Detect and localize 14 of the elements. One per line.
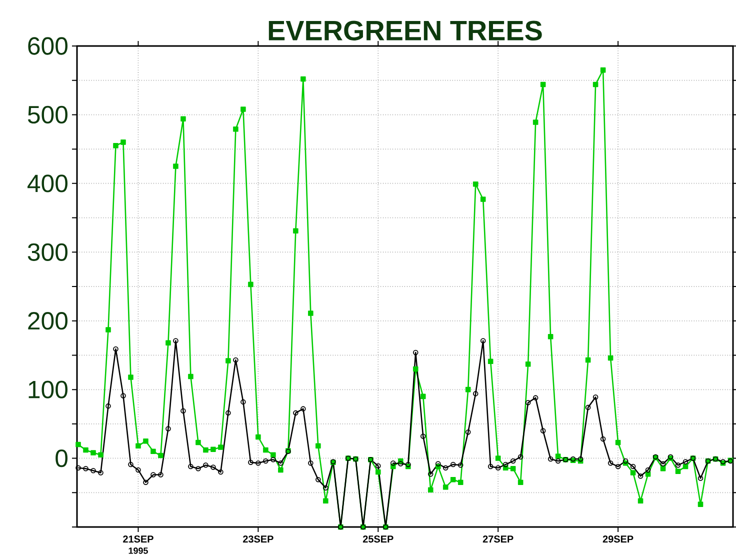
- x-tick-label: 25SEP: [362, 536, 394, 543]
- x-tick-label: 29SEP: [602, 536, 634, 543]
- x-tick-label: 23SEP: [243, 536, 274, 543]
- y-tick-label: 500: [28, 106, 68, 124]
- y-tick-label: 600: [28, 37, 68, 55]
- text: 1995: [128, 548, 148, 554]
- chart-title: EVERGREEN TREES: [268, 20, 542, 40]
- y-tick-label: 200: [28, 312, 68, 330]
- y-tick-label: 300: [28, 243, 68, 261]
- y-tick-label: 100: [28, 380, 68, 398]
- y-tick-label: 400: [28, 174, 68, 192]
- x-tick-label: 21SEP: [123, 536, 154, 543]
- y-tick-label: 0: [56, 449, 68, 468]
- x-tick-label: 27SEP: [482, 536, 514, 543]
